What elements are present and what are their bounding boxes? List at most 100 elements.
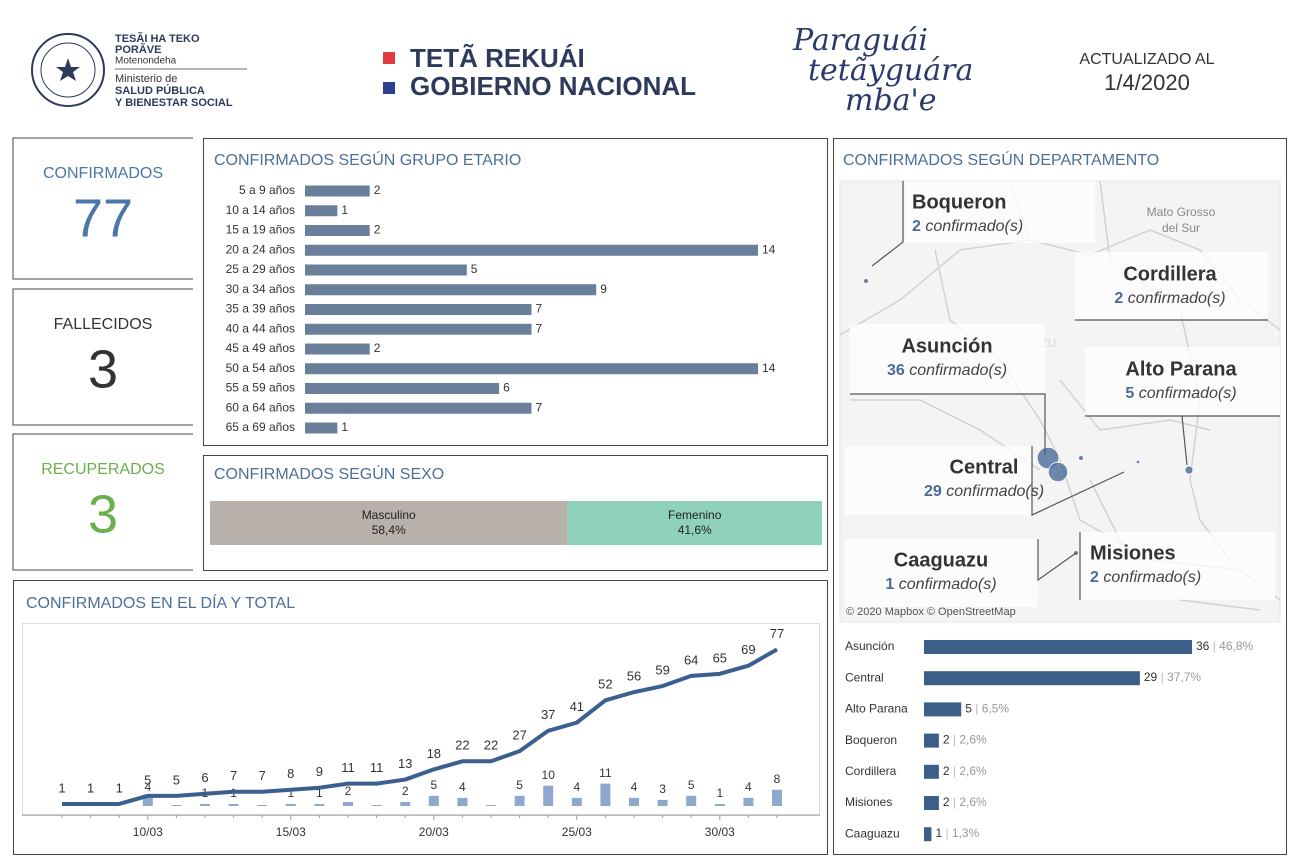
- government-line: TETÃ REKUÁI: [410, 43, 585, 73]
- count-number: 29: [924, 483, 942, 500]
- flag-red: [383, 52, 395, 64]
- bar: [924, 671, 1140, 686]
- kpi-label: FALLECIDOS: [54, 316, 153, 333]
- bar-label: 4: [573, 780, 580, 794]
- bar: [305, 323, 532, 335]
- daily-bar: [743, 797, 754, 806]
- bar: [305, 383, 500, 394]
- panel-frame: [833, 138, 1287, 855]
- share-label: 2,6%: [959, 733, 987, 747]
- value-label: 14: [762, 361, 776, 375]
- line-label: 7: [230, 768, 237, 783]
- region-count: 2 confirmado(s): [912, 218, 1023, 235]
- value-number: 7: [536, 321, 543, 335]
- region-count: 2 confirmado(s): [1114, 290, 1225, 307]
- bar-label: 5: [688, 778, 695, 792]
- category-label: 10 a 14 años: [226, 203, 295, 217]
- category-label: 45 a 49 años: [226, 341, 295, 355]
- daily-bar: [686, 795, 697, 806]
- x-tick-label: 15/03: [276, 825, 306, 839]
- bar-label: 11: [599, 766, 612, 780]
- ministry-line: SALUD PÚBLICA: [115, 84, 205, 97]
- slogan-line: mba'e: [845, 83, 937, 118]
- separator: |: [1157, 670, 1167, 684]
- share-label: 6,5%: [982, 702, 1010, 716]
- category-label: 15 a 19 años: [226, 223, 295, 237]
- x-tick-label: 25/03: [562, 825, 592, 839]
- kpi-frame: [12, 137, 193, 280]
- seal: [31, 33, 105, 107]
- ministry-line: Motenondeha: [115, 56, 177, 67]
- line-label: 6: [201, 770, 208, 785]
- annotation-line: [850, 393, 1046, 455]
- annotation-line: [1037, 539, 1077, 582]
- bar: [305, 185, 370, 197]
- share-label: 2,6%: [959, 764, 987, 778]
- daily-bar: [657, 799, 668, 806]
- panel-title: CONFIRMADOS SEGÚN SEXO: [214, 464, 444, 483]
- value-number: 2: [943, 733, 950, 747]
- annotation-box: [845, 539, 1038, 607]
- daily-bar: [543, 785, 554, 806]
- bar: [305, 363, 758, 375]
- count-unit: confirmado(s): [909, 362, 1007, 379]
- category-label: 5 a 9 años: [239, 183, 295, 197]
- daily-bar: [772, 789, 782, 806]
- bar: [924, 827, 932, 842]
- annotation-line: [871, 181, 904, 267]
- legend-label: Femenino: [668, 508, 722, 522]
- category-label: 60 a 64 años: [226, 400, 295, 414]
- line-label: 59: [655, 662, 669, 677]
- place-label: Mato Grosso: [1147, 205, 1216, 219]
- bar-label: 4: [144, 780, 151, 794]
- category-label: Caaguazu: [845, 826, 900, 840]
- kpi-value: 3: [88, 339, 118, 399]
- daily-bar: [600, 783, 611, 806]
- bar-label: 2: [345, 784, 352, 798]
- line-label: 5: [173, 772, 180, 787]
- bar: [305, 343, 370, 355]
- ministry-line: Ministerio de: [115, 73, 177, 85]
- category-label: 30 a 34 años: [226, 282, 295, 296]
- value-number: 1: [935, 826, 942, 840]
- region-name: Cordillera: [1123, 263, 1217, 285]
- flag-blue: [383, 82, 395, 94]
- daily-bar: [629, 797, 639, 806]
- daily-bar: [142, 797, 153, 806]
- count-unit: confirmado(s): [925, 218, 1023, 235]
- seal-inner: [40, 42, 96, 98]
- daily-bar: [171, 805, 182, 806]
- daily-bar: [514, 795, 525, 806]
- daily-bar: [200, 803, 210, 806]
- separator: |: [950, 764, 960, 778]
- daily-bar: [314, 803, 325, 806]
- count-number: 2: [1114, 290, 1123, 307]
- line-label: 1: [87, 780, 94, 795]
- separator: |: [950, 795, 960, 809]
- daily-bar: [400, 801, 411, 806]
- bar: [305, 304, 532, 315]
- value-label: 9: [600, 282, 607, 296]
- attribution: © 2020 Mapbox © OpenStreetMap: [846, 606, 1016, 618]
- map-bubble: [1184, 465, 1194, 475]
- category-label: Misiones: [845, 795, 892, 809]
- annotation-box: [1085, 347, 1280, 416]
- region-name: Alto Parana: [1125, 358, 1237, 380]
- panel-frame: [203, 138, 828, 446]
- line-label: 1: [58, 780, 65, 795]
- daily-bar: [343, 801, 353, 806]
- place-label: del Sur: [1162, 221, 1200, 235]
- category-label: 20 a 24 años: [226, 242, 295, 256]
- value-label: 14: [762, 242, 776, 256]
- bar-label: 4: [631, 780, 638, 794]
- annotation-line: [1031, 446, 1125, 516]
- value-number: 2: [943, 795, 950, 809]
- bar: [305, 402, 532, 414]
- count-unit: confirmado(s): [1103, 569, 1201, 586]
- region-name: Misiones: [1090, 542, 1176, 564]
- bar: [924, 796, 939, 810]
- bar-label: 1: [287, 786, 294, 800]
- line-label: 11: [370, 760, 384, 775]
- value-number: 7: [536, 302, 543, 316]
